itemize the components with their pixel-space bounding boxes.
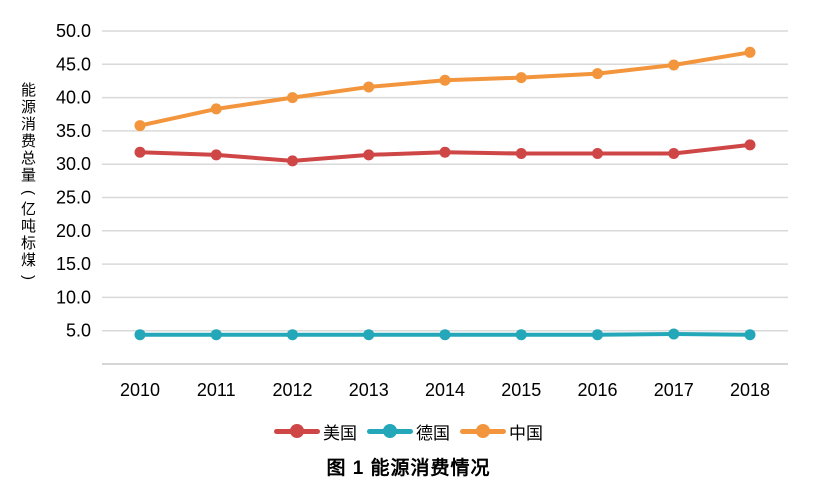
y-axis-title-char: 费 bbox=[21, 133, 37, 150]
data-point-德国 bbox=[515, 329, 527, 341]
y-tick-label: 15.0 bbox=[56, 254, 91, 274]
legend-marker-line bbox=[274, 424, 320, 438]
data-point-美国 bbox=[363, 149, 375, 161]
legend-item-us: 美国 bbox=[274, 419, 357, 444]
data-point-美国 bbox=[439, 146, 451, 158]
y-tick-label: 25.0 bbox=[56, 188, 91, 208]
y-tick-label: 35.0 bbox=[56, 121, 91, 141]
data-point-中国 bbox=[668, 59, 680, 71]
y-axis-title-char: 标 bbox=[21, 235, 37, 252]
legend-marker-dot bbox=[290, 424, 304, 438]
x-tick-label: 2015 bbox=[501, 380, 541, 400]
y-tick-label: 20.0 bbox=[56, 221, 91, 241]
legend-label: 中国 bbox=[509, 423, 543, 443]
y-tick-label: 40.0 bbox=[56, 88, 91, 108]
series-line-中国 bbox=[138, 50, 752, 128]
line-chart: 5.0 10.0 15.0 20.0 25.0 30.0 35.0 40.0 45.0 50.0 2… bbox=[56, 21, 788, 400]
y-axis-title-char: 源 bbox=[21, 99, 37, 116]
data-point-中国 bbox=[439, 74, 451, 86]
data-point-中国 bbox=[363, 81, 375, 93]
x-tick-label: 2014 bbox=[425, 380, 465, 400]
y-tick-label: 5.0 bbox=[66, 321, 91, 341]
data-point-德国 bbox=[134, 329, 146, 341]
y-tick-label: 30.0 bbox=[56, 154, 91, 174]
data-point-中国 bbox=[592, 68, 603, 80]
data-point-中国 bbox=[134, 120, 146, 132]
x-tick-label: 2016 bbox=[577, 380, 617, 400]
legend-label: 德国 bbox=[416, 423, 450, 443]
legend-item-germany: 德国 bbox=[367, 419, 450, 444]
y-axis-title-char: ( bbox=[20, 190, 37, 195]
data-point-中国 bbox=[287, 92, 298, 104]
y-tick-label: 45.0 bbox=[56, 54, 91, 74]
data-point-美国 bbox=[592, 148, 603, 160]
data-point-美国 bbox=[134, 146, 146, 158]
data-point-德国 bbox=[363, 329, 375, 341]
data-point-美国 bbox=[668, 148, 680, 160]
y-axis-title-char: 煤 bbox=[21, 252, 37, 269]
x-tick-label: 2010 bbox=[120, 380, 160, 400]
data-point-德国 bbox=[287, 329, 298, 341]
x-tick-label: 2017 bbox=[654, 380, 694, 400]
legend-item-china: 中国 bbox=[460, 419, 543, 444]
data-point-美国 bbox=[287, 155, 298, 167]
x-tick-label: 2018 bbox=[730, 380, 770, 400]
y-axis-title-char: 能 bbox=[21, 82, 37, 99]
data-point-美国 bbox=[210, 149, 222, 161]
y-tick-label: 50.0 bbox=[56, 21, 91, 41]
x-tick-label: 2013 bbox=[349, 380, 389, 400]
y-axis-title-char: 消 bbox=[21, 116, 37, 133]
chart-legend: 美国 德国 中国 bbox=[0, 419, 817, 444]
y-axis-title: 能源消费总量 ( 亿吨标煤) bbox=[20, 82, 37, 285]
legend-marker-line bbox=[367, 424, 413, 438]
y-axis-title-char: 亿 bbox=[21, 201, 37, 218]
figure-caption: 图 1 能源消费情况 bbox=[326, 458, 491, 479]
legend-label: 美国 bbox=[323, 423, 357, 443]
y-axis-title-char: ) bbox=[20, 275, 37, 280]
data-point-德国 bbox=[744, 329, 756, 341]
data-point-德国 bbox=[668, 328, 680, 340]
data-point-中国 bbox=[515, 72, 527, 84]
data-point-德国 bbox=[592, 329, 603, 341]
data-point-中国 bbox=[210, 103, 222, 115]
data-point-德国 bbox=[439, 329, 451, 341]
y-axis-title-char: 总 bbox=[21, 150, 37, 167]
y-axis-title-char: 吨 bbox=[21, 218, 37, 235]
y-axis-title-char: 量 bbox=[21, 167, 37, 184]
data-point-美国 bbox=[515, 148, 527, 160]
legend-marker-dot bbox=[476, 424, 490, 438]
legend-marker-line bbox=[460, 424, 506, 438]
data-point-美国 bbox=[744, 139, 756, 151]
x-tick-label: 2011 bbox=[197, 380, 236, 400]
data-point-德国 bbox=[210, 329, 222, 341]
data-point-中国 bbox=[744, 46, 756, 58]
x-tick-label: 2012 bbox=[272, 380, 312, 400]
y-tick-label: 10.0 bbox=[56, 287, 91, 307]
legend-marker-dot bbox=[383, 424, 397, 438]
